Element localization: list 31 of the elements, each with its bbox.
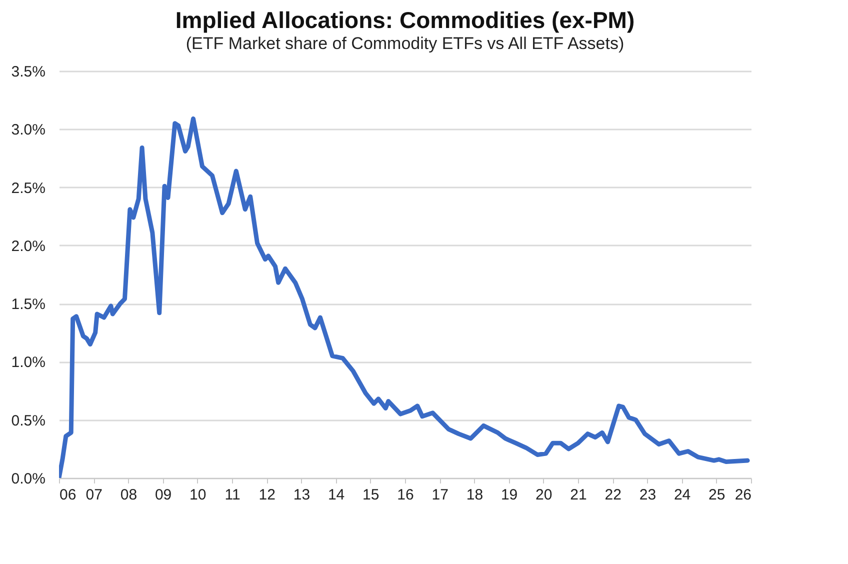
x-tick-label: 18 xyxy=(466,486,484,504)
y-tick-label: 0.5% xyxy=(11,412,46,430)
x-tick-label: 13 xyxy=(293,486,310,504)
x-tick-label: 06 xyxy=(60,486,76,504)
y-tick-label: 1.0% xyxy=(11,354,46,372)
x-tick-label: 10 xyxy=(190,486,206,504)
y-tick-label: 1.5% xyxy=(11,296,46,314)
y-tick-label: 2.5% xyxy=(11,180,46,197)
x-tick-label: 17 xyxy=(432,486,448,504)
x-tick-label: 19 xyxy=(500,486,518,504)
x-tick-label: 14 xyxy=(328,486,345,504)
x-tick-label: 08 xyxy=(120,486,138,504)
chart-title: Implied Allocations: Commodities (ex-PM) xyxy=(175,7,635,33)
x-tick-label: 07 xyxy=(86,486,102,504)
x-tick-label: 23 xyxy=(639,486,656,504)
y-tick-label: 0.0% xyxy=(11,470,46,488)
x-tick-label: 22 xyxy=(604,486,622,504)
x-tick-label: 21 xyxy=(570,486,587,504)
x-tick-label: 25 xyxy=(708,486,726,504)
y-tick-label: 2.0% xyxy=(11,238,46,255)
chart-subtitle: (ETF Market share of Commodity ETFs vs All ETF Assets) xyxy=(186,34,624,53)
x-tick-label: 20 xyxy=(536,486,552,504)
y-tick-label: 3.0% xyxy=(11,122,46,139)
x-tick-label: 16 xyxy=(397,486,414,504)
y-tick-label: 3.5% xyxy=(11,64,46,80)
x-tick-label: 24 xyxy=(674,486,691,504)
x-tick-label: 26 xyxy=(734,486,752,504)
x-tick-label: 12 xyxy=(258,486,276,504)
x-tick-label: 11 xyxy=(224,486,240,504)
x-tick-label: 15 xyxy=(362,486,380,504)
x-tick-label: 09 xyxy=(154,486,172,504)
